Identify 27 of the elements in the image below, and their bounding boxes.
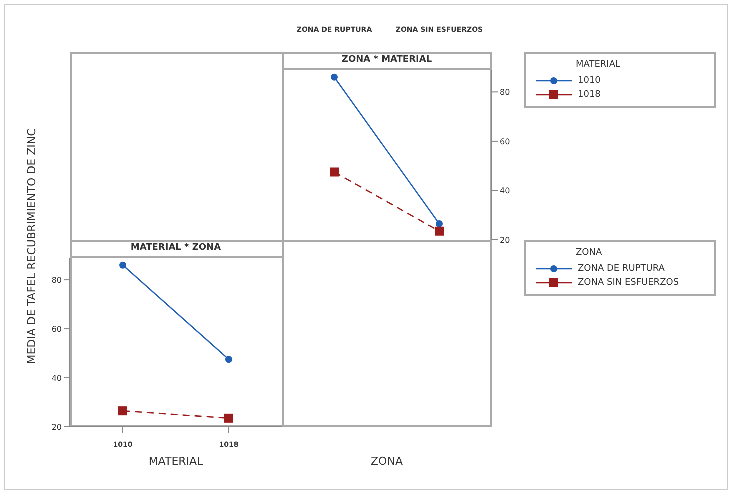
legend-label: ZONA SIN ESFUERZOS xyxy=(578,278,680,288)
y-tick-label: 80 xyxy=(500,88,510,98)
y-tick-label: 20 xyxy=(52,422,62,432)
y-tick-label: 80 xyxy=(52,276,62,285)
legend-label: 1018 xyxy=(578,90,601,100)
legend-label: ZONA DE RUPTURA xyxy=(578,264,665,274)
y-tick-label: 40 xyxy=(500,186,510,196)
x-axis-title: ZONA xyxy=(370,455,404,468)
legend-title: ZONA xyxy=(575,248,604,258)
point xyxy=(436,220,443,228)
x-axis-title: MATERIAL xyxy=(148,455,204,468)
legend-label: 1010 xyxy=(578,76,601,86)
y-tick-label: 60 xyxy=(52,324,62,334)
y-tick-label: 60 xyxy=(500,137,510,146)
chart-title: MATERIAL * ZONA xyxy=(70,240,282,258)
y-axis-title: MEDIA DE TAFEL RECUBRIMIENTO DE ZINC xyxy=(26,128,38,366)
point xyxy=(435,226,444,236)
point xyxy=(120,262,126,269)
point xyxy=(118,406,128,416)
point xyxy=(226,356,232,364)
point xyxy=(331,74,338,81)
legend-title: MATERIAL xyxy=(575,60,622,70)
chart-title: ZONA * MATERIAL xyxy=(282,52,492,70)
point xyxy=(330,168,339,177)
point xyxy=(224,414,234,423)
y-tick-label: 20 xyxy=(500,236,510,245)
y-tick-label: 40 xyxy=(52,374,62,383)
